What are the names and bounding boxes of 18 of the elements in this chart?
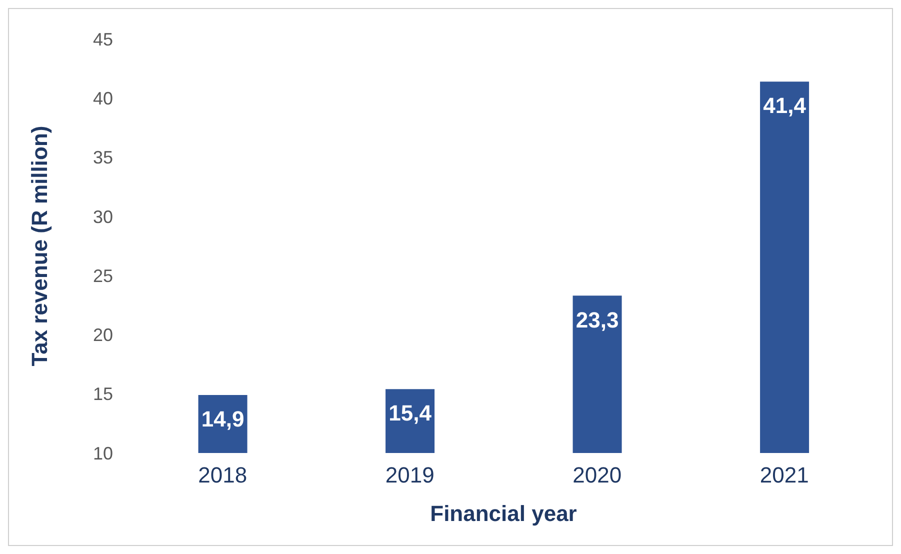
data-label: 41,4 — [763, 93, 807, 118]
data-label: 15,4 — [388, 400, 432, 426]
x-tick-label: 2021 — [760, 462, 809, 488]
y-tick-label: 35 — [92, 148, 113, 168]
y-axis-title: Tax revenue (R million) — [26, 126, 52, 366]
data-label: 14,9 — [201, 406, 244, 432]
y-tick-label: 45 — [92, 29, 113, 50]
x-tick-label: 2018 — [198, 462, 248, 488]
y-tick-label: 15 — [92, 384, 113, 404]
data-label: 23,3 — [576, 307, 619, 332]
y-tick-label: 30 — [92, 206, 113, 227]
y-tick-label: 20 — [92, 325, 113, 346]
y-tick-label: 10 — [92, 443, 113, 464]
y-tick-label: 25 — [92, 266, 113, 286]
y-tick-label: 40 — [92, 88, 113, 109]
x-tick-label: 2019 — [385, 462, 434, 488]
x-tick-label: 2020 — [572, 462, 622, 488]
x-axis-title: Financial year — [430, 501, 578, 526]
